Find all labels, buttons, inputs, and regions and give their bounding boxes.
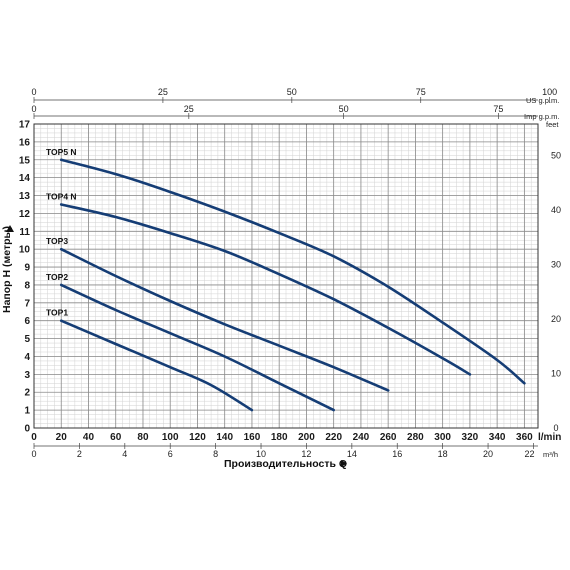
us-gpm-unit-label: US g.p.m. [526,96,559,105]
y-tick-label: 12 [19,209,31,220]
m3h-tick-label: 22 [524,449,534,459]
y-tick-label: 11 [19,227,30,238]
y-tick-label: 6 [24,316,30,327]
x-tick-label: 0 [31,432,37,443]
imp-gpm-tick-label: 50 [339,104,349,114]
y-tick-label: 9 [24,263,30,274]
us-gpm-tick-label: 25 [158,87,168,97]
us-gpm-tick-label: 0 [31,87,36,97]
m3h-tick-label: 18 [438,449,448,459]
imp-gpm-unit-label: Imp g.p.m. [524,112,559,121]
y-tick-label: 0 [24,424,30,435]
y-tick-label: 2 [24,388,30,399]
x-tick-label: 100 [162,432,179,443]
x-tick-label: 240 [353,432,370,443]
x-tick-label: 60 [110,432,122,443]
performance-curves [59,158,526,412]
us-gpm-tick-label: 75 [416,87,426,97]
x-tick-label: 340 [489,432,506,443]
feet-tick-label: 40 [551,205,561,215]
y-tick-label: 17 [19,120,31,131]
curve-top3 [59,247,390,392]
series-label-top1: TOP1 [46,308,68,318]
feet-tick-label: 20 [551,314,561,324]
y-tick-label: 14 [19,173,31,184]
x-tick-label: 300 [434,432,451,443]
y-tick-label: 16 [19,137,31,148]
us-gpm-tick-label: 50 [287,87,297,97]
x-tick-label: 80 [137,432,149,443]
y-tick-label: 10 [19,245,31,256]
x-tick-label: 320 [462,432,479,443]
feet-tick-label: 0 [553,423,558,433]
x-axis-unit: l/min [538,432,561,443]
x-tick-label: 40 [83,432,95,443]
y-axis-arrow-icon [6,225,14,232]
series-label-top4-n: TOP4 N [46,191,77,201]
x-tick-label: 360 [516,432,533,443]
imp-gpm-tick-label: 25 [184,104,194,114]
x-axis-title-group: Производительность Q [224,458,347,470]
feet-tick-label: 10 [551,368,561,378]
m3h-tick-label: 14 [347,449,357,459]
curve-top2 [59,283,335,412]
m3h-unit-label: m³/h [543,450,558,459]
y-tick-label: 3 [24,370,30,381]
plot-frame [33,123,539,429]
m3h-tick-label: 2 [77,449,82,459]
x-axis-arrow-icon [341,460,347,467]
x-axis-title: Производительность Q [224,458,347,470]
curve-top5-n [59,158,526,385]
y-tick-label: 13 [19,191,31,202]
m3h-tick-label: 12 [301,449,311,459]
x-axis-ticks: 0 20 40 60 80 100 120 140 160 180 200 220 240 260 280 3… [31,432,533,443]
x-tick-label: 200 [298,432,315,443]
x-tick-label: 120 [189,432,206,443]
m3h-tick-label: 10 [256,449,266,459]
m3h-tick-label: 6 [168,449,173,459]
curve-top4-n [59,203,472,376]
x-tick-label: 280 [407,432,424,443]
x-tick-label: 260 [380,432,397,443]
x-tick-label: 20 [56,432,68,443]
x-tick-label: 220 [325,432,342,443]
x-tick-label: 140 [216,432,233,443]
y-tick-label: 4 [24,352,30,363]
x-tick-label: 160 [244,432,261,443]
series-label-top3: TOP3 [46,236,68,246]
x-tick-label: 180 [271,432,288,443]
feet-unit-label: feet [546,120,559,129]
us-gpm-tick-label: 100 [542,87,557,97]
imp-gpm-tick-label: 75 [493,104,503,114]
y-tick-label: 15 [19,155,31,166]
series-label-top2: TOP2 [46,272,68,282]
m3h-tick-label: 16 [392,449,402,459]
y-tick-label: 8 [24,280,30,291]
y-axis-title-group: Напор H (метры) [1,225,14,313]
m3h-tick-label: 4 [122,449,127,459]
m3h-tick-label: 20 [483,449,493,459]
y-tick-label: 1 [24,406,30,417]
feet-tick-label: 30 [551,259,561,269]
m3h-tick-label: 8 [213,449,218,459]
series-labels: TOP5 N TOP4 N TOP3 TOP2 TOP1 [46,147,77,318]
m3h-tick-label: 0 [31,449,36,459]
y-axis-title: Напор H (метры) [1,226,13,313]
series-label-top5-n: TOP5 N [46,147,77,157]
y-tick-label: 7 [24,298,30,309]
feet-tick-label: 50 [551,150,561,160]
curve-top1 [59,319,254,412]
imp-gpm-tick-label: 0 [31,104,36,114]
y-tick-label: 5 [24,334,30,345]
